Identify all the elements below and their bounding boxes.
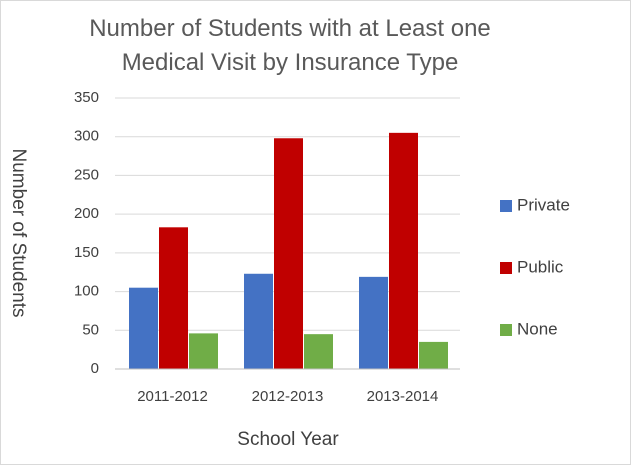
bar [129, 287, 158, 369]
legend-label: None [517, 319, 558, 338]
y-tick-label: 50 [82, 321, 99, 338]
y-tick-label: 100 [74, 283, 99, 300]
y-tick-label: 250 [74, 166, 99, 183]
x-axis-label: School Year [237, 429, 339, 450]
x-tick-label: 2011-2012 [137, 388, 208, 405]
y-tick-label: 200 [74, 205, 99, 222]
bar [304, 334, 333, 369]
chart-title: Number of Students with at Least one Med… [89, 15, 491, 76]
legend-swatch [500, 324, 512, 336]
y-tick-label: 300 [74, 128, 99, 145]
bar [389, 132, 418, 369]
bar [419, 341, 448, 369]
legend-swatch [500, 200, 512, 212]
legend-swatch [500, 262, 512, 274]
bar [359, 276, 388, 369]
y-tick-label: 150 [74, 244, 99, 261]
y-axis-label: Number of Students [8, 149, 29, 318]
y-tick-label: 0 [91, 360, 99, 377]
legend-label: Public [517, 257, 564, 276]
y-tick-label: 350 [74, 89, 99, 106]
x-tick-label: 2013-2014 [367, 388, 439, 405]
bar [159, 227, 188, 369]
bar [189, 333, 218, 369]
bar [244, 273, 273, 369]
bar [274, 138, 303, 369]
x-tick-label: 2012-2013 [252, 388, 324, 405]
legend-label: Private [517, 195, 570, 214]
